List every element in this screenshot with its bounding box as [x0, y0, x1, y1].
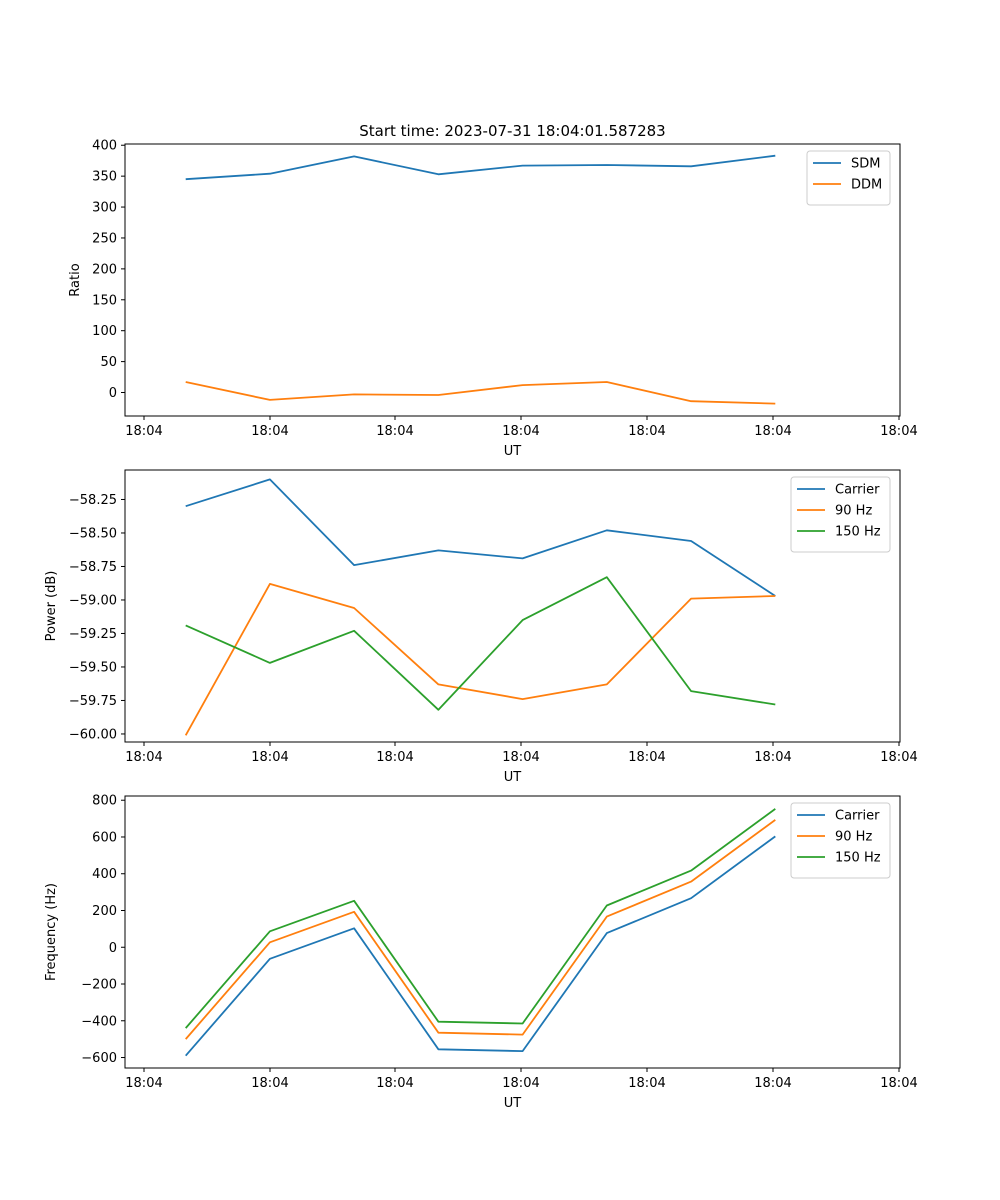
frequency-y-tick-label: 600: [92, 830, 117, 845]
ratio-x-tick-label: 18:04: [125, 424, 162, 439]
ratio-legend-label-ddm: DDM: [851, 178, 882, 193]
frequency-x-tick-label: 18:04: [628, 1076, 665, 1091]
ratio-x-axis-label: UT: [504, 444, 522, 459]
ratio-y-tick-label: 350: [92, 170, 117, 185]
power-x-tick-label: 18:04: [376, 750, 413, 765]
power-legend-label-150-hz: 150 Hz: [835, 525, 881, 540]
power-x-tick-label: 18:04: [502, 750, 539, 765]
ratio-subplot: 18:04 18:04 18:04 18:04 18:04 18:04 18:04 0 50 10…: [68, 139, 918, 459]
power-x-tick-label: 18:04: [880, 750, 917, 765]
power-y-tick-label: −59.75: [69, 694, 117, 709]
frequency-x-axis-label: UT: [504, 1096, 522, 1111]
power-y-tick-label: −60.00: [69, 727, 117, 742]
ratio-x-tick-label: 18:04: [502, 424, 539, 439]
power-y-tick-label: −59.00: [69, 593, 117, 608]
ratio-series-line-ddm: [185, 381, 776, 405]
frequency-y-tick-label: 0: [109, 941, 117, 956]
power-axes-frame: [124, 469, 901, 743]
frequency-y-tick-label: 400: [92, 867, 117, 882]
ratio-legend-label-sdm: SDM: [851, 157, 880, 172]
ratio-y-tick-label: 150: [92, 293, 117, 308]
frequency-y-tick-label: −600: [81, 1051, 117, 1066]
frequency-x-tick-label: 18:04: [754, 1076, 791, 1091]
frequency-axes-frame: [124, 795, 901, 1069]
ratio-x-tick-label: 18:04: [754, 424, 791, 439]
power-series-line-150-hz: [185, 576, 776, 711]
ratio-y-axis-label: Ratio: [68, 263, 83, 296]
power-legend-label-90-hz: 90 Hz: [835, 504, 872, 519]
ratio-x-tick-label: 18:04: [628, 424, 665, 439]
frequency-x-tick-label: 18:04: [880, 1076, 917, 1091]
power-x-tick-label: 18:04: [125, 750, 162, 765]
frequency-legend-label-150-hz: 150 Hz: [835, 851, 881, 866]
frequency-series-line-carrier: [185, 835, 776, 1057]
power-y-axis-label: Power (dB): [44, 571, 59, 642]
frequency-y-axis-label: Frequency (Hz): [44, 883, 59, 981]
ratio-legend: SDM DDM: [806, 150, 891, 206]
frequency-x-tick-label: 18:04: [125, 1076, 162, 1091]
power-x-tick-label: 18:04: [628, 750, 665, 765]
frequency-x-tick-label: 18:04: [502, 1076, 539, 1091]
power-x-tick-label: 18:04: [754, 750, 791, 765]
ratio-axes-frame: [124, 143, 901, 417]
ratio-y-tick-label: 100: [92, 324, 117, 339]
frequency-x-tick-label: 18:04: [251, 1076, 288, 1091]
ratio-y-tick-label: 300: [92, 201, 117, 216]
ratio-y-tick-label: 200: [92, 262, 117, 277]
power-legend-label-carrier: Carrier: [835, 483, 880, 498]
frequency-series-line-90-hz: [185, 819, 776, 1040]
frequency-subplot: 18:04 18:04 18:04 18:04 18:04 18:04 18:04 −600 −…: [44, 794, 918, 1111]
frequency-legend-label-90-hz: 90 Hz: [835, 830, 872, 845]
power-y-tick-label: −58.50: [69, 526, 117, 541]
ratio-y-tick-label: 0: [109, 386, 117, 401]
ratio-series-line-sdm: [185, 154, 776, 181]
power-x-tick-label: 18:04: [251, 750, 288, 765]
frequency-x-tick-label: 18:04: [376, 1076, 413, 1091]
power-y-tick-label: −59.25: [69, 627, 117, 642]
ratio-x-tick-label: 18:04: [251, 424, 288, 439]
power-series-line-carrier: [185, 478, 776, 597]
ratio-y-tick-label: 50: [100, 355, 117, 370]
power-legend-box: [790, 476, 891, 553]
frequency-legend: Carrier 90 Hz 150 Hz: [790, 802, 891, 879]
frequency-series-line-150-hz: [185, 808, 776, 1029]
power-y-tick-label: −58.25: [69, 493, 117, 508]
ratio-x-tick-label: 18:04: [376, 424, 413, 439]
chart-title: Start time: 2023-07-31 18:04:01.587283: [359, 122, 665, 140]
ratio-legend-box: [806, 150, 891, 206]
power-x-axis-label: UT: [504, 770, 522, 785]
frequency-y-tick-label: −400: [81, 1014, 117, 1029]
power-series-line-90-hz: [184, 583, 776, 736]
frequency-y-tick-label: 800: [92, 794, 117, 809]
frequency-legend-label-carrier: Carrier: [835, 809, 880, 824]
frequency-legend-box: [790, 802, 891, 879]
power-y-tick-label: −58.75: [69, 560, 117, 575]
ratio-x-tick-label: 18:04: [880, 424, 917, 439]
ratio-y-tick-label: 400: [92, 139, 117, 154]
power-y-tick-label: −59.50: [69, 660, 117, 675]
ratio-y-tick-label: 250: [92, 231, 117, 246]
power-legend: Carrier 90 Hz 150 Hz: [790, 476, 891, 553]
frequency-y-tick-label: 200: [92, 904, 117, 919]
frequency-y-tick-label: −200: [81, 978, 117, 993]
power-subplot: 18:04 18:04 18:04 18:04 18:04 18:04 18:04 −60.0…: [44, 469, 918, 785]
